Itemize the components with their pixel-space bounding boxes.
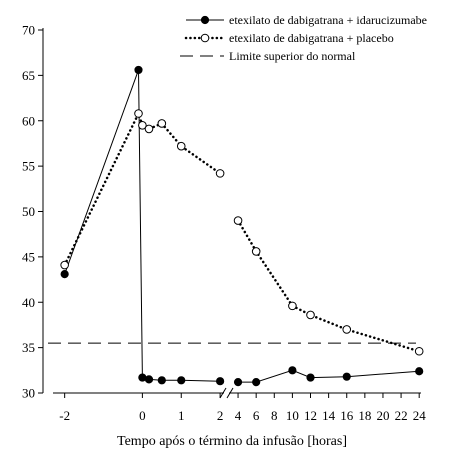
y-tick-label: 65	[22, 68, 35, 83]
filled-circle-marker	[216, 377, 225, 386]
legend: etexilato de dabigatrana + idarucizumabe…	[180, 13, 427, 63]
filled-circle-marker	[134, 65, 143, 75]
y-tick-label: 35	[22, 340, 35, 355]
filled-circle-marker	[233, 378, 243, 387]
x-tick-label: 0	[139, 408, 146, 423]
y-tick-label: 40	[22, 295, 35, 310]
axis-break-mark	[219, 387, 227, 399]
x-tick-label: 6	[253, 408, 260, 423]
filled-circle-marker	[415, 367, 424, 376]
filled-circle-marker	[342, 372, 351, 381]
x-tick-label: 22	[395, 408, 408, 423]
x-tick-label: 24	[413, 408, 427, 423]
x-tick-label: 2	[217, 408, 224, 423]
y-tick-label: 45	[22, 249, 35, 264]
x-tick-label: 1	[178, 408, 185, 423]
open-circle-marker	[134, 109, 143, 118]
legend-label: etexilato de dabigatrana + placebo	[229, 31, 394, 45]
y-tick-label: 70	[22, 23, 35, 38]
x-tick-label: 18	[358, 408, 371, 423]
filled-circle-marker	[60, 270, 69, 279]
legend-open-circle-marker	[200, 33, 210, 43]
legend-label: Limite superior do normal	[229, 49, 356, 63]
open-circle-marker	[144, 124, 154, 134]
open-circle-marker	[288, 301, 297, 311]
filled-circle-marker	[157, 376, 166, 385]
open-circle-marker	[233, 216, 243, 225]
open-circle-marker	[306, 310, 315, 320]
filled-circle-marker	[138, 373, 147, 382]
y-tick-label: 30	[22, 386, 35, 401]
x-tick-label: 4	[235, 408, 242, 423]
series-line	[63, 110, 222, 267]
x-axis-title: Tempo após o término da infusão [horas]	[117, 434, 347, 449]
filled-circle-marker	[252, 378, 261, 387]
filled-circle-marker	[144, 375, 154, 384]
filled-circle-marker	[288, 366, 297, 375]
series-layer	[60, 65, 424, 387]
open-circle-marker	[342, 325, 352, 334]
y-tick-label: 55	[22, 159, 35, 174]
series-line	[238, 369, 420, 383]
y-tick-label: 60	[22, 113, 35, 128]
open-circle-marker	[251, 247, 261, 256]
series-2	[60, 109, 424, 356]
x-tick-label: 12	[304, 408, 317, 423]
filled-circle-marker	[177, 376, 186, 385]
x-tick-label: 14	[322, 408, 336, 423]
series-line	[64, 69, 221, 382]
legend-filled-circle-marker	[200, 15, 210, 25]
open-circle-marker	[414, 346, 424, 356]
x-tick-label: 8	[271, 408, 278, 423]
open-circle-marker	[176, 141, 186, 151]
open-circle-marker	[60, 260, 69, 270]
x-tick-label: 10	[286, 408, 299, 423]
axis-break-mark	[226, 387, 234, 399]
filled-circle-marker	[306, 373, 315, 382]
y-tick-label: 50	[22, 204, 35, 219]
open-circle-marker	[157, 119, 167, 128]
open-circle-marker	[138, 120, 147, 130]
x-tick-label: 16	[340, 408, 354, 423]
open-circle-marker	[215, 169, 225, 178]
x-tick-label: -2	[59, 408, 70, 423]
series-line	[236, 219, 421, 353]
series-1	[60, 65, 424, 387]
x-tick-label: 20	[376, 408, 389, 423]
legend-label: etexilato de dabigatrana + idarucizumabe	[229, 13, 427, 27]
